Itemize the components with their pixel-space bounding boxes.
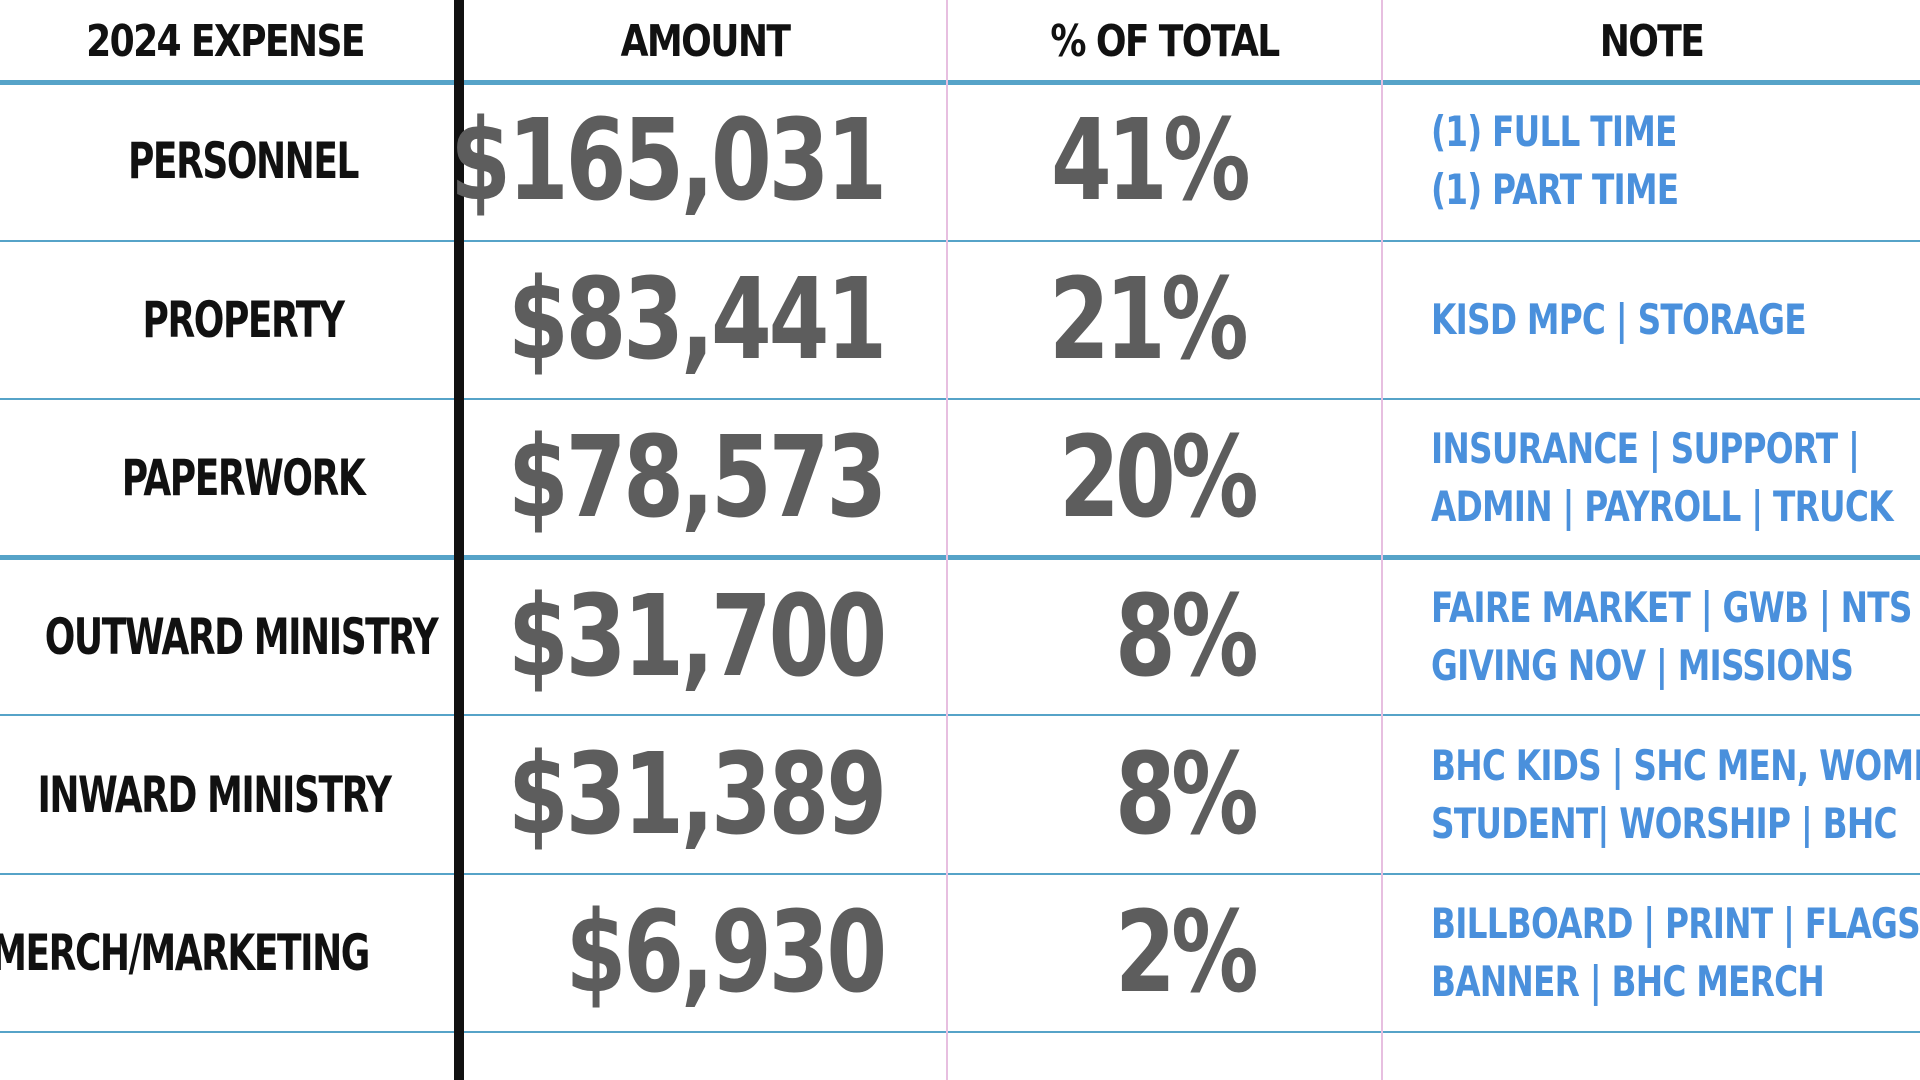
note-line: KISD MPC | STORAGE [1431, 295, 1807, 344]
note-cell: KISD MPC | STORAGE [1431, 242, 1812, 398]
category-label: OUTWARD MINISTRY [44, 608, 439, 666]
note-cell: BILLBOARD | PRINT | FLAGS | BANNER | BHC… [1431, 875, 1920, 1031]
note-line: FAIRE MARKET | GWB | NTS [1431, 583, 1912, 632]
header-divider [0, 80, 1920, 85]
note-line: (1) FULL TIME [1431, 107, 1677, 156]
note-line: ADMIN | PAYROLL | TRUCK [1431, 481, 1894, 531]
percent-value: 20% [1058, 412, 1259, 543]
category-label: MERCH/MARKETING [0, 924, 370, 982]
category-column-divider [454, 0, 464, 1080]
row-divider [0, 240, 1920, 242]
amount-value: $165,031 [450, 96, 887, 226]
note-line: BILLBOARD | PRINT | FLAGS | [1431, 899, 1920, 948]
note-cell: (1) FULL TIME (1) PART TIME [1431, 82, 1812, 240]
header-percent: % OF TOTAL [1050, 15, 1280, 67]
amount-column-divider [946, 0, 948, 1080]
percent-value: 8% [1115, 729, 1259, 860]
percent-value: 2% [1115, 888, 1259, 1018]
note-line: GIVING NOV | MISSIONS [1431, 641, 1854, 690]
amount-value: $31,700 [507, 572, 887, 702]
amount-value: $78,573 [507, 412, 887, 543]
row-divider [0, 1031, 1920, 1033]
percent-value: 8% [1115, 572, 1259, 702]
amount-value: $6,930 [565, 888, 888, 1018]
note-line: BHC KIDS | SHC MEN, WOMEN, [1431, 740, 1920, 790]
note-line: STUDENT| WORSHIP | BHC [1431, 798, 1898, 848]
amount-value: $83,441 [507, 255, 887, 385]
percent-value: 41% [1050, 96, 1251, 226]
note-cell: BHC KIDS | SHC MEN, WOMEN, STUDENT| WORS… [1431, 716, 1920, 873]
category-label: INWARD MINISTRY [37, 765, 392, 824]
note-cell: FAIRE MARKET | GWB | NTS GIVING NOV | MI… [1431, 560, 1912, 714]
note-line: INSURANCE | SUPPORT | [1431, 423, 1860, 473]
row-divider [0, 873, 1920, 875]
note-line: BANNER | BHC MERCH [1431, 957, 1825, 1006]
header-note: NOTE [1599, 15, 1705, 67]
category-label: PROPERTY [142, 291, 345, 349]
category-label: PERSONNEL [127, 132, 360, 190]
header-expense: 2024 EXPENSE [86, 15, 365, 67]
note-line: (1) PART TIME [1431, 165, 1679, 214]
section-divider [0, 555, 1920, 560]
row-divider [0, 398, 1920, 400]
amount-value: $31,389 [507, 729, 887, 860]
percent-column-divider [1381, 0, 1383, 1080]
note-cell: INSURANCE | SUPPORT | ADMIN | PAYROLL | … [1431, 400, 1894, 555]
header-amount: AMOUNT [620, 15, 791, 67]
category-label: PAPERWORK [121, 448, 366, 507]
row-divider [0, 714, 1920, 716]
percent-value: 21% [1048, 255, 1249, 385]
